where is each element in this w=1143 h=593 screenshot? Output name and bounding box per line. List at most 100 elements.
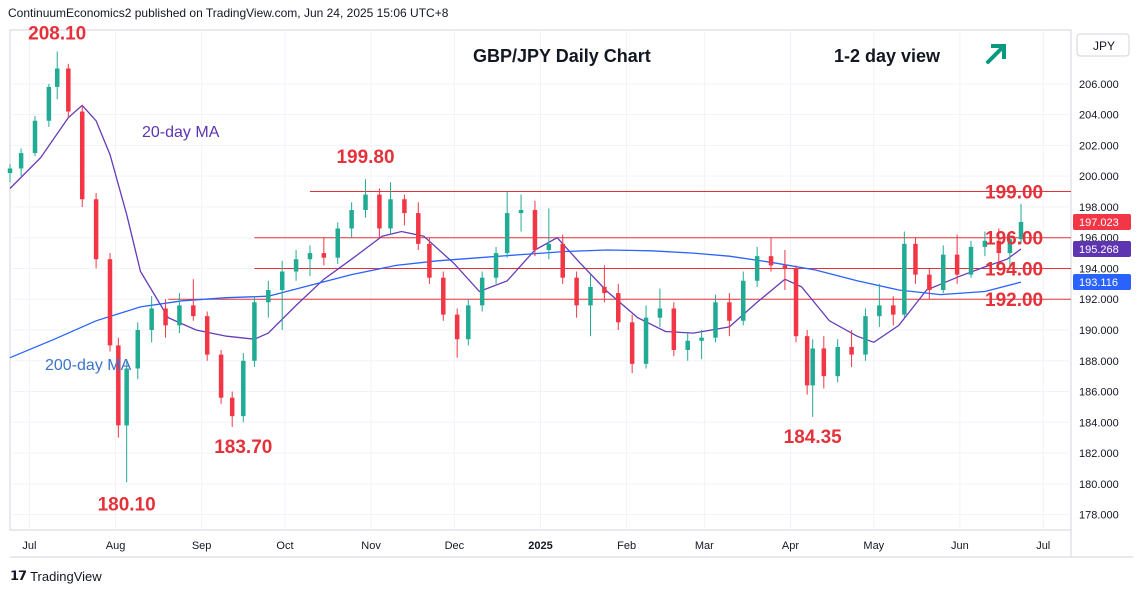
candle xyxy=(927,268,932,300)
candle-body xyxy=(279,271,285,290)
candle xyxy=(279,260,285,330)
candle xyxy=(1018,203,1024,244)
candle-body xyxy=(293,259,299,272)
candle-body xyxy=(149,308,154,330)
candle-body xyxy=(518,210,524,214)
view-label: 1-2 day view xyxy=(834,46,941,66)
candle xyxy=(657,288,663,327)
candle xyxy=(204,311,210,361)
candle xyxy=(574,271,579,318)
chart-title: GBP/JPY Daily Chart xyxy=(473,46,651,66)
grid xyxy=(10,30,1071,530)
x-tick-label: 2025 xyxy=(528,540,552,552)
candle-body xyxy=(93,199,99,260)
currency-label: JPY xyxy=(1093,39,1115,53)
candle xyxy=(685,333,690,361)
candle-body xyxy=(377,194,382,229)
price-annotation: 180.10 xyxy=(98,494,156,515)
candle xyxy=(427,237,432,284)
candle-body xyxy=(504,213,510,254)
candle xyxy=(518,194,524,232)
candle xyxy=(560,234,565,284)
candle xyxy=(388,182,393,235)
candle xyxy=(835,339,840,383)
candle-body xyxy=(116,345,121,426)
candle-body xyxy=(968,246,974,275)
level-label: 199.00 xyxy=(985,183,1043,204)
candle-body xyxy=(229,397,235,417)
candle xyxy=(810,339,815,417)
y-tick-label: 190.000 xyxy=(1079,325,1119,337)
candle-body xyxy=(307,253,313,260)
y-tick-label: 188.000 xyxy=(1079,356,1119,368)
candle-body xyxy=(218,354,224,398)
y-tick-label: 198.000 xyxy=(1079,202,1119,214)
candle-body xyxy=(454,314,460,340)
candle xyxy=(266,280,271,318)
candle-body xyxy=(177,305,182,326)
candle xyxy=(135,322,141,380)
candle-body xyxy=(588,286,593,306)
candle xyxy=(191,279,196,321)
candle-body xyxy=(124,368,129,426)
candle-body xyxy=(479,277,485,306)
x-tick-label: Jun xyxy=(951,540,969,552)
y-tick-label: 184.000 xyxy=(1079,417,1119,429)
footer-brand-text: TradingView xyxy=(30,568,102,584)
candle-body xyxy=(616,293,621,323)
candle-body xyxy=(954,254,960,275)
candle-body xyxy=(671,308,677,350)
candle xyxy=(241,353,246,423)
x-tick-label: Jul xyxy=(22,540,36,552)
price-badge-label: 195.268 xyxy=(1079,244,1119,256)
candle-body xyxy=(388,199,393,229)
candle xyxy=(218,350,224,404)
candle-body xyxy=(835,346,840,377)
x-tick-label: Nov xyxy=(361,540,381,552)
candle xyxy=(335,222,340,264)
candle-body xyxy=(1018,221,1024,240)
currency-box[interactable] xyxy=(1076,33,1130,57)
candle-body xyxy=(863,316,868,355)
candle xyxy=(849,330,854,367)
candle xyxy=(321,237,327,266)
candle xyxy=(116,337,121,438)
footer-brand[interactable]: 𝟭𝟳 TradingView xyxy=(10,568,102,584)
candle-body xyxy=(1007,239,1013,254)
candle-body xyxy=(890,305,896,315)
candles xyxy=(7,51,1024,483)
candle-body xyxy=(804,336,810,386)
candle-body xyxy=(877,305,882,317)
candle xyxy=(229,391,235,427)
candle-body xyxy=(982,240,988,247)
candle xyxy=(46,83,52,127)
candle xyxy=(7,163,13,183)
y-tick-label: 202.000 xyxy=(1079,140,1119,152)
candle-body xyxy=(402,199,407,214)
candle xyxy=(863,308,868,361)
candle-body xyxy=(643,317,649,364)
candle xyxy=(643,305,649,369)
price-badge xyxy=(1073,274,1131,291)
y-tick-label: 204.000 xyxy=(1079,110,1119,122)
candle xyxy=(377,188,382,238)
candle-body xyxy=(793,268,799,337)
candle-body xyxy=(727,302,732,321)
candle-body xyxy=(493,253,499,278)
candle-body xyxy=(7,168,13,174)
y-tick-label: 206.000 xyxy=(1079,79,1119,91)
candle xyxy=(349,202,354,238)
x-tick-label: Jul xyxy=(1036,540,1050,552)
level-label: 196.00 xyxy=(985,229,1043,250)
candle xyxy=(107,253,113,352)
candle xyxy=(913,237,918,284)
candle-body xyxy=(902,243,907,315)
price-badge xyxy=(1073,240,1131,257)
candle xyxy=(741,271,746,326)
x-tick-label: Mar xyxy=(695,540,714,552)
candle-body xyxy=(754,256,760,281)
candle xyxy=(163,299,168,338)
candle xyxy=(629,314,635,374)
candle-body xyxy=(441,277,446,315)
